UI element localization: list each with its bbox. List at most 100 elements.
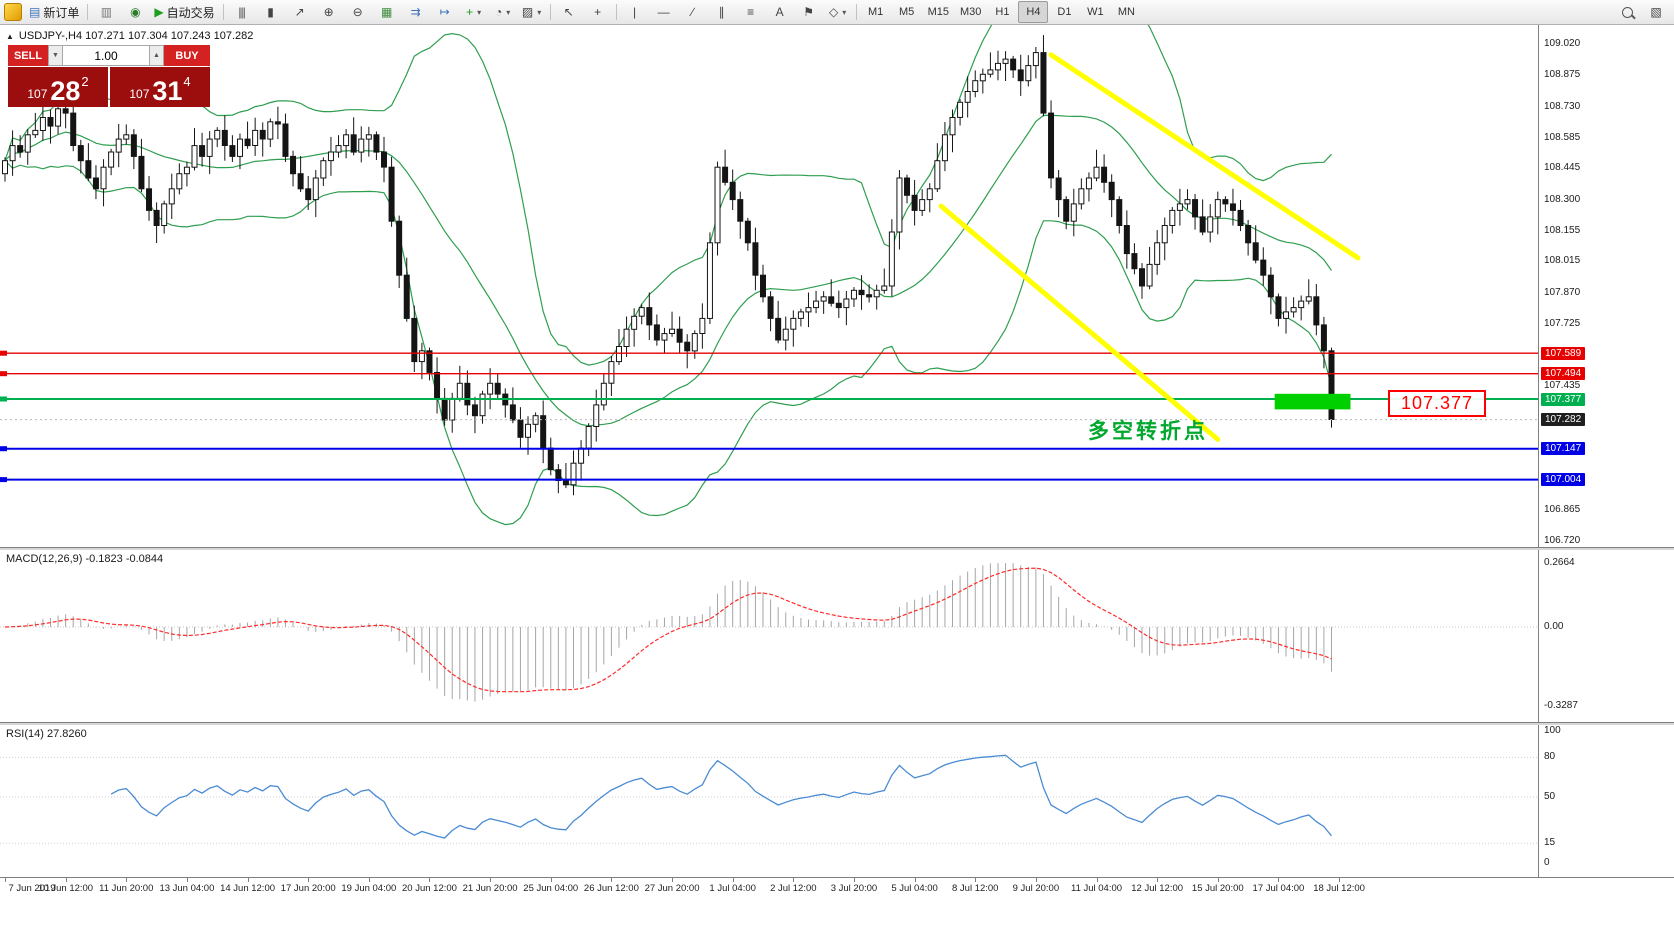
- chart-shift-icon: ↦: [439, 5, 450, 19]
- indicators-dropdown-icon[interactable]: ▾: [477, 7, 482, 17]
- chart-shift-button[interactable]: ↦: [431, 1, 459, 23]
- indicators-button[interactable]: + ▾: [460, 1, 488, 23]
- macd-panel[interactable]: 0.2664 0.00 -0.3287 MACD(12,26,9) -0.1823 …: [0, 550, 1674, 722]
- buy-price-big: 31: [152, 76, 183, 107]
- volume-increase-button[interactable]: ▲: [149, 45, 164, 66]
- price-level-tag: 107.377: [1541, 392, 1586, 406]
- timeframe-m5[interactable]: M5: [898, 6, 915, 18]
- panel-splitter[interactable]: [0, 722, 1674, 725]
- time-axis-label: 21 Jun 20:00: [462, 883, 518, 894]
- rsi-chart[interactable]: [0, 725, 1538, 877]
- crosshair-button[interactable]: +: [584, 1, 612, 23]
- periods-button[interactable]: ◔ ▾: [489, 1, 517, 23]
- timeframe-m1[interactable]: M1: [867, 6, 884, 18]
- shapes-dropdown-icon[interactable]: ▾: [842, 7, 847, 17]
- text-label-button[interactable]: ⚑: [795, 1, 823, 23]
- main-chart-panel[interactable]: 109.020 108.875 108.730 108.585 108.445 108.3…: [0, 25, 1674, 547]
- sell-button[interactable]: SELL: [8, 45, 48, 66]
- buy-button[interactable]: BUY: [164, 45, 210, 66]
- time-axis-label: 8 Jul 12:00: [951, 883, 999, 894]
- autotrading-button[interactable]: ▶ 自动交易: [150, 1, 218, 23]
- crosshair-icon: +: [594, 5, 602, 19]
- panel-splitter[interactable]: [0, 547, 1674, 550]
- zoom-in-button[interactable]: ⊕: [315, 1, 343, 23]
- autotrading-label: 自动交易: [166, 5, 215, 20]
- templates-dropdown-icon[interactable]: ▾: [537, 7, 542, 17]
- sell-price-button[interactable]: 107 28 2: [8, 67, 108, 107]
- periods-dropdown-icon[interactable]: ▾: [506, 7, 511, 17]
- timeframe-mn[interactable]: MN: [1117, 6, 1135, 18]
- data-window-icon: ◉: [130, 5, 141, 19]
- time-axis-label: 7 Jun 2019: [8, 883, 56, 894]
- cursor-button[interactable]: ↖: [555, 1, 583, 23]
- time-axis-label: 27 Jun 20:00: [644, 883, 700, 894]
- toolbar: ▤ 新订单 ▥ ◉ ▶ 自动交易 ||| ▮ ↗ ⊕ ⊖ ▦ ⇉ ↦ + ▾ ◔ ▾ ▨ ▾ ↖ + | — ∕ ∥ ≡ A ⚑ ◇ ▾ M1…: [0, 0, 1674, 25]
- timeframe-h4[interactable]: H4: [1018, 1, 1049, 23]
- toolbar-separator: [855, 4, 857, 20]
- indicators-icon: +: [466, 5, 474, 19]
- price-scale-label: 107.725: [1544, 317, 1581, 329]
- one-click-trading-panel: SELL ▼ ▲ BUY 107 28 2 107 31 4: [8, 45, 210, 107]
- equidistant-channel-icon: ∥: [718, 5, 725, 19]
- auto-scroll-button[interactable]: ⇉: [402, 1, 430, 23]
- timeframe-m30[interactable]: M30: [960, 6, 982, 18]
- time-axis-label: 1 Jul 04:00: [709, 883, 756, 894]
- toolbar-separator: [87, 4, 89, 20]
- tile-windows-button[interactable]: ▦: [373, 1, 401, 23]
- chart-layout-button[interactable]: ▧: [1642, 1, 1670, 23]
- volume-input[interactable]: [63, 45, 149, 66]
- time-axis-tick: [65, 878, 67, 882]
- time-axis-tick: [1035, 878, 1037, 882]
- candlestick-mode-icon: ▮: [267, 5, 274, 19]
- price-scale-label: 108.300: [1544, 193, 1581, 205]
- line-chart-mode-button[interactable]: ↗: [286, 1, 314, 23]
- time-axis-label: 17 Jul 04:00: [1252, 883, 1305, 894]
- price-level-tag: 107.147: [1541, 442, 1586, 456]
- time-axis-tick: [247, 878, 249, 882]
- time-axis-tick: [490, 878, 492, 882]
- equidistant-channel-button[interactable]: ∥: [708, 1, 736, 23]
- timeframe-w1[interactable]: W1: [1087, 6, 1104, 18]
- volume-decrease-button[interactable]: ▼: [48, 45, 63, 66]
- shapes-icon: ◇: [828, 5, 839, 19]
- price-axis[interactable]: 109.020 108.875 108.730 108.585 108.445 108.3…: [1538, 25, 1674, 547]
- time-axis-label: 2 Jul 12:00: [770, 883, 817, 894]
- one-click-collapse-icon[interactable]: ▲: [6, 31, 14, 41]
- vertical-line-button[interactable]: |: [621, 1, 649, 23]
- horizontal-line-button[interactable]: —: [650, 1, 678, 23]
- candlestick-chart[interactable]: [0, 25, 1538, 547]
- timeframe-m15[interactable]: M15: [927, 6, 950, 18]
- price-annotation-label: 107.377: [1388, 390, 1486, 417]
- timeframe-d1[interactable]: D1: [1057, 6, 1072, 18]
- shapes-button[interactable]: ◇ ▾: [824, 1, 852, 23]
- time-axis-tick: [368, 878, 370, 882]
- time-axis[interactable]: 7 Jun 2019 10 Jun 12:00 11 Jun 20:00 13 Jun…: [0, 877, 1674, 949]
- price-scale-label: 106.720: [1544, 535, 1581, 546]
- time-axis-label: 3 Jul 20:00: [830, 883, 878, 894]
- symbol-ohlc-line: ▲ USDJPY-,H4 107.271 107.304 107.243 107…: [6, 30, 253, 42]
- zoom-out-button[interactable]: ⊖: [344, 1, 372, 23]
- new-order-button[interactable]: ▤ 新订单: [25, 1, 83, 23]
- bar-chart-mode-button[interactable]: |||: [228, 1, 256, 23]
- new-order-label: 新订单: [43, 5, 80, 20]
- buy-price-button[interactable]: 107 31 4: [110, 67, 210, 107]
- print-button[interactable]: ▥: [92, 1, 120, 23]
- time-axis-label: 11 Jun 20:00: [99, 883, 154, 894]
- macd-chart[interactable]: [0, 550, 1538, 722]
- price-scale-label: 108.585: [1544, 131, 1581, 143]
- vertical-line-icon: |: [633, 5, 637, 19]
- search-button[interactable]: [1613, 1, 1641, 23]
- candlestick-mode-button[interactable]: ▮: [257, 1, 285, 23]
- text-button[interactable]: A: [766, 1, 794, 23]
- trendline-button[interactable]: ∕: [679, 1, 707, 23]
- rsi-label: RSI(14) 27.8260: [6, 728, 87, 740]
- data-window-button[interactable]: ◉: [121, 1, 149, 23]
- rsi-panel[interactable]: 100 80 50 15 0 RSI(14) 27.8260: [0, 725, 1674, 877]
- time-axis-tick: [1278, 878, 1280, 882]
- timeframe-h1[interactable]: H1: [995, 6, 1010, 18]
- price-scale-label: 107.870: [1544, 286, 1581, 298]
- time-axis-label: 12 Jul 12:00: [1131, 883, 1184, 894]
- price-level-tag: 107.004: [1541, 473, 1586, 487]
- templates-button[interactable]: ▨ ▾: [518, 1, 546, 23]
- fibonacci-button[interactable]: ≡: [737, 1, 765, 23]
